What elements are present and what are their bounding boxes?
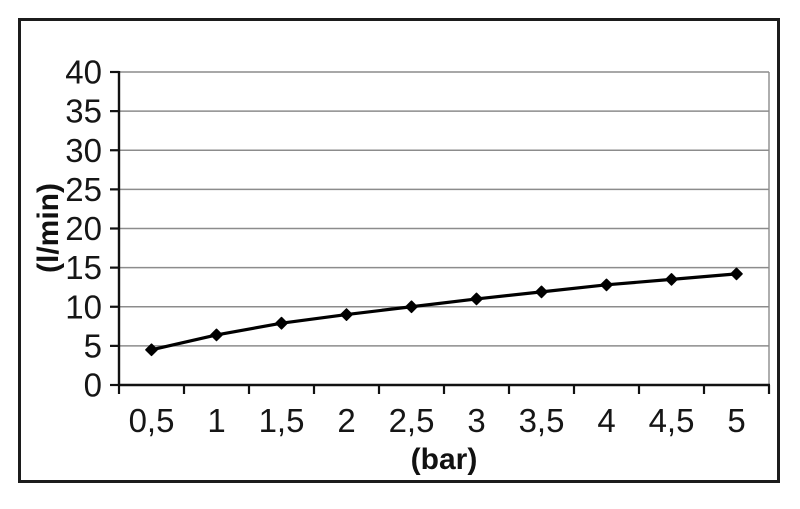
x-tick-label: 1,5 xyxy=(259,402,305,439)
x-tick-label: 0,5 xyxy=(129,402,175,439)
data-point-marker xyxy=(535,285,548,299)
data-point-marker xyxy=(600,278,613,292)
data-point-marker xyxy=(275,316,288,330)
y-axis-title: (l/min) xyxy=(32,183,65,273)
data-point-marker xyxy=(145,343,158,357)
x-tick-label: 1 xyxy=(207,402,225,439)
y-tick-label: 40 xyxy=(65,54,102,91)
x-tick-label: 2 xyxy=(337,402,355,439)
data-point-marker xyxy=(405,300,418,314)
y-tick-label: 35 xyxy=(65,93,102,130)
chart-border xyxy=(18,18,780,483)
y-tick-label: 10 xyxy=(65,288,102,325)
y-tick-label: 0 xyxy=(84,367,102,404)
x-tick-label: 5 xyxy=(727,402,745,439)
x-tick-label: 2,5 xyxy=(389,402,435,439)
x-tick-label: 4 xyxy=(597,402,615,439)
data-line xyxy=(149,272,739,352)
y-tick-label: 15 xyxy=(65,249,102,286)
data-point-marker xyxy=(665,273,678,286)
x-tick-label: 3,5 xyxy=(519,402,565,439)
y-tick-label: 5 xyxy=(84,327,102,364)
data-point-marker xyxy=(340,308,353,321)
data-point-marker xyxy=(210,328,223,342)
y-tick-label: 30 xyxy=(65,132,102,169)
x-tick-label: 3 xyxy=(467,402,485,439)
data-point-marker xyxy=(730,267,743,281)
x-tick-label: 4,5 xyxy=(649,402,695,439)
data-point-marker xyxy=(470,292,483,306)
x-axis-title: (bar) xyxy=(410,443,478,476)
y-tick-label: 20 xyxy=(65,210,102,247)
y-tick-label: 25 xyxy=(65,171,102,208)
